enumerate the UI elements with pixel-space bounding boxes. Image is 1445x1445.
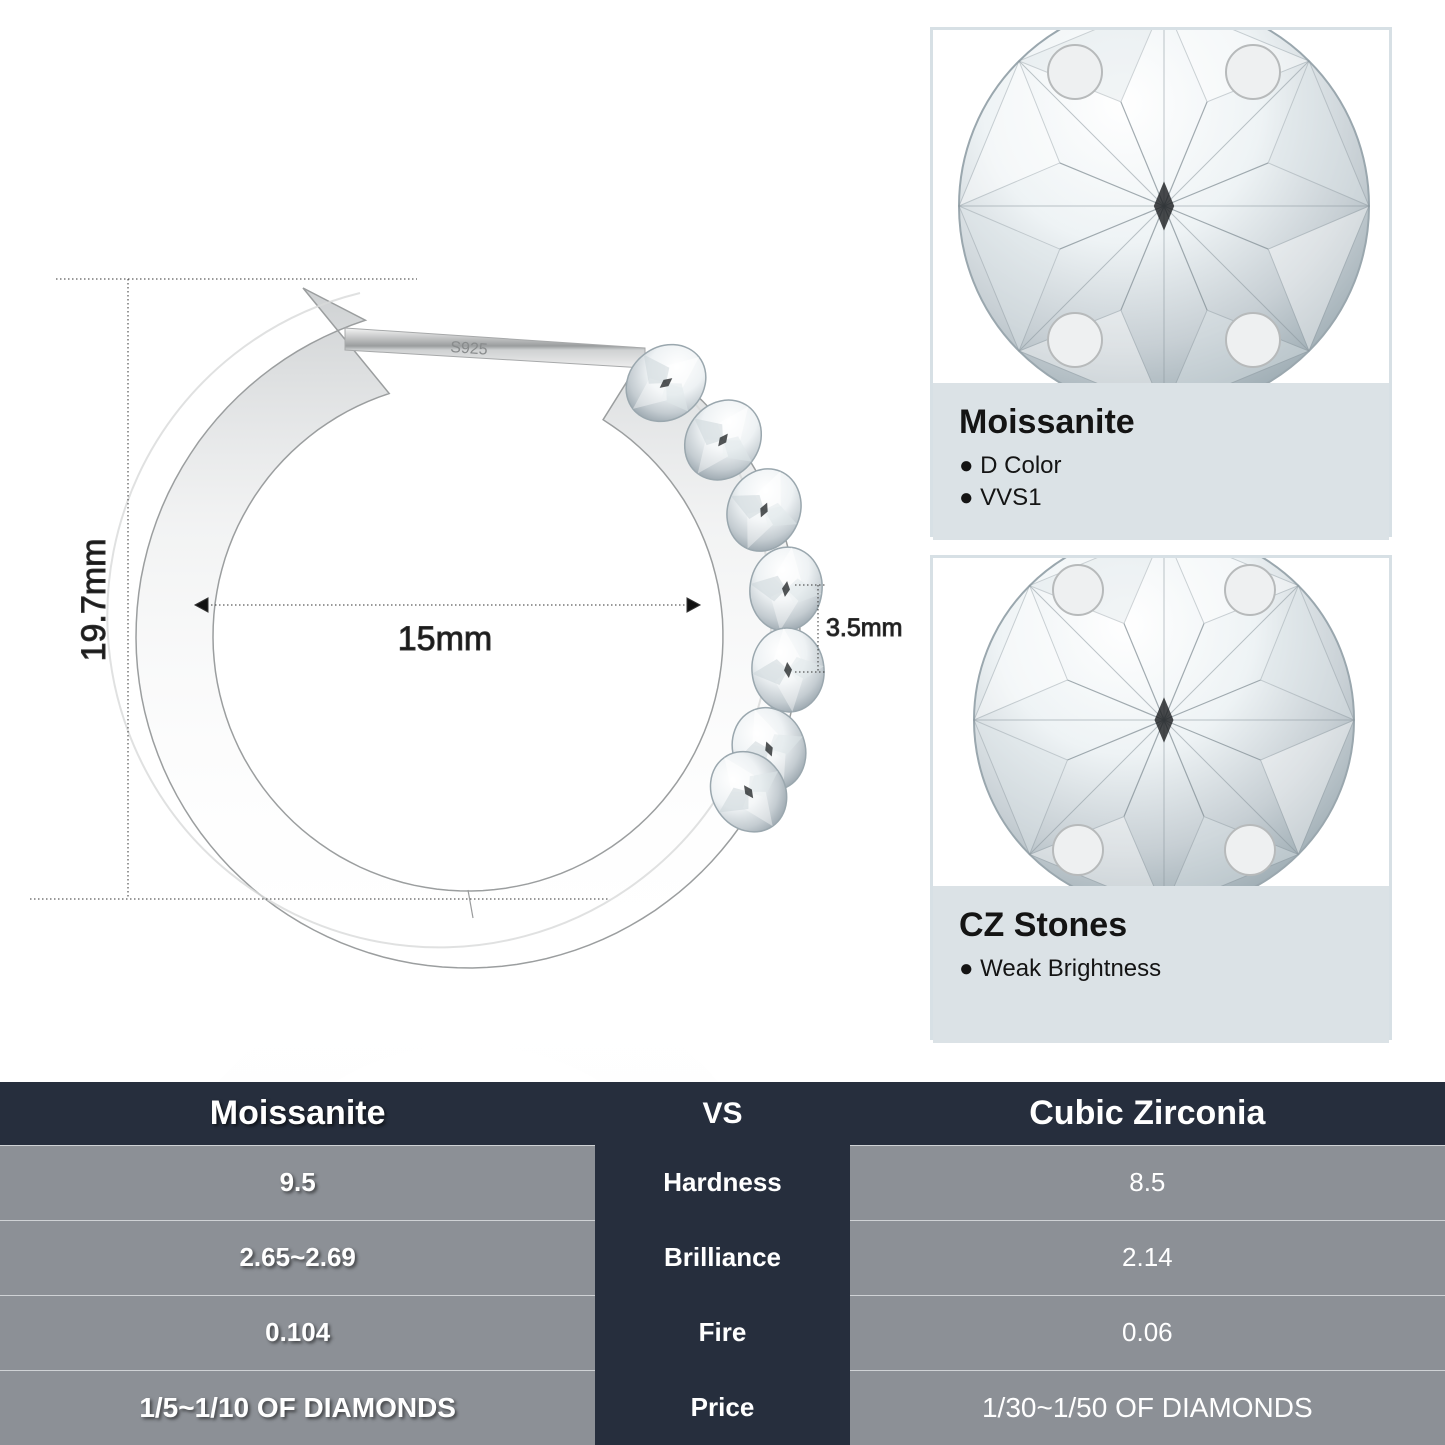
svg-text:15mm: 15mm	[398, 620, 492, 658]
svg-text:19.7mm: 19.7mm	[75, 539, 113, 662]
svg-text:S925: S925	[450, 339, 489, 359]
svg-text:3.5mm: 3.5mm	[826, 614, 902, 642]
